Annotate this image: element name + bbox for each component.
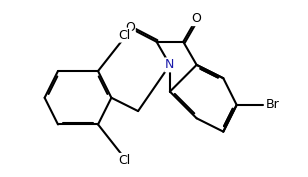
Text: O: O (125, 21, 135, 34)
Text: Br: Br (266, 98, 280, 112)
Text: N: N (165, 58, 175, 71)
Text: Cl: Cl (119, 29, 131, 42)
Text: O: O (192, 12, 201, 25)
Text: Cl: Cl (119, 154, 131, 167)
